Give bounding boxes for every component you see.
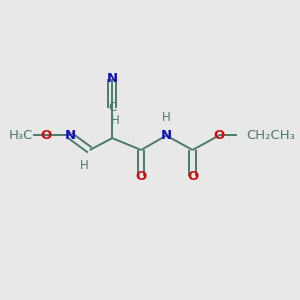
Text: O: O xyxy=(187,170,198,183)
Text: H₃C: H₃C xyxy=(9,129,33,142)
Text: N: N xyxy=(106,72,118,85)
Text: CH₂CH₃: CH₂CH₃ xyxy=(247,129,296,142)
Text: N: N xyxy=(161,129,172,142)
Text: O: O xyxy=(41,129,52,142)
Text: N: N xyxy=(64,129,76,142)
Text: H: H xyxy=(80,159,89,172)
Text: H: H xyxy=(110,115,119,128)
Text: O: O xyxy=(136,170,147,183)
Text: O: O xyxy=(213,129,225,142)
Text: H: H xyxy=(162,110,171,124)
Text: C: C xyxy=(108,101,116,114)
